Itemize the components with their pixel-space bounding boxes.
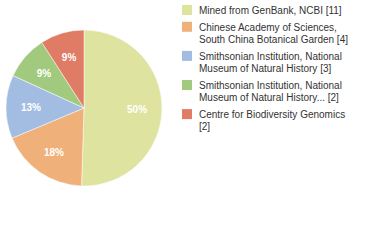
data-label: 50%: [127, 104, 147, 115]
legend-swatch: [182, 51, 192, 61]
legend-label: Mined from GenBank, NCBI [11]: [199, 5, 342, 16]
data-label: 18%: [44, 147, 64, 158]
legend-label: Chinese Academy of Sciences,South China …: [199, 22, 348, 45]
data-label: 9%: [62, 52, 77, 63]
pie: [6, 30, 162, 186]
data-label: 13%: [21, 102, 41, 113]
legend-swatch: [182, 80, 192, 90]
legend-swatch: [182, 22, 192, 32]
legend-label: Smithsonian Institution, NationalMuseum …: [199, 51, 342, 74]
legend-swatch: [182, 109, 192, 119]
data-labels: 50% 18% 13% 9% 9%: [21, 52, 147, 158]
legend: Mined from GenBank, NCBI [11] Chinese Aca…: [182, 5, 348, 132]
chart: 50% 18% 13% 9% 9% Mined from GenBank, NCBI [1…: [0, 0, 380, 240]
data-label: 9%: [37, 68, 52, 79]
legend-swatch: [182, 5, 192, 15]
legend-label: Smithsonian Institution, NationalMuseum …: [199, 80, 342, 103]
legend-label: Centre for Biodiversity Genomics[2]: [199, 109, 345, 132]
slice: [82, 30, 162, 186]
